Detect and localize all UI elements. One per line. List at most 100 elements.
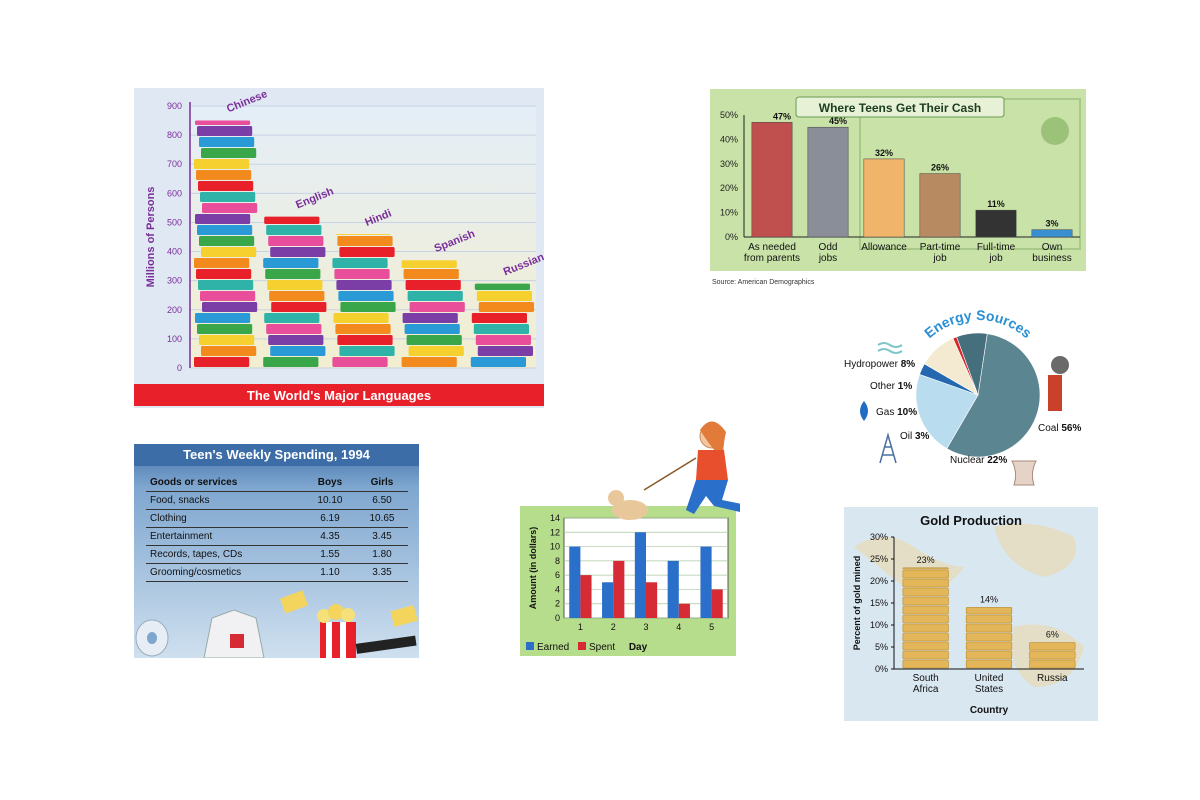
comb-icon bbox=[355, 635, 417, 654]
bar bbox=[711, 589, 723, 618]
table-cell: 3.35 bbox=[355, 563, 408, 582]
shirt-icon bbox=[203, 609, 265, 658]
weekly-spending-panel: Teen's Weekly Spending, 1994 Goods or se… bbox=[134, 444, 419, 658]
x-tick-label: States bbox=[975, 684, 1003, 695]
languages-chart: 0 100 200 300 400 500 600 700 800 900 Millions of … bbox=[134, 88, 544, 408]
y-tick-label: 10% bbox=[720, 208, 738, 218]
y-axis-label: Amount (in dollars) bbox=[528, 527, 538, 610]
pie-slice bbox=[946, 333, 1041, 458]
bar bbox=[194, 120, 258, 367]
bar bbox=[602, 582, 614, 618]
bar bbox=[263, 216, 327, 367]
weekly-spending-title: Teen's Weekly Spending, 1994 bbox=[183, 447, 370, 462]
x-tick-label: job bbox=[932, 253, 947, 264]
x-tick-label: job bbox=[988, 253, 1003, 264]
data-label: 6% bbox=[1046, 630, 1059, 640]
bar bbox=[667, 560, 679, 618]
y-tick-label: 30% bbox=[720, 159, 738, 169]
data-label: 3% bbox=[1045, 219, 1058, 229]
chart-title: Where Teens Get Their Cash bbox=[819, 101, 982, 115]
x-tick-label: jobs bbox=[818, 253, 837, 264]
table-cell: 6.50 bbox=[355, 491, 408, 510]
languages-chart-svg: 0 100 200 300 400 500 600 700 800 900 Millions of … bbox=[134, 88, 544, 408]
earned-spent-chart: 0 2 4 6 8 10 12 14 Amount (in dollars) 1 2 3 4 5 Day Ea… bbox=[520, 414, 740, 658]
y-tick-label: 2 bbox=[555, 599, 560, 609]
x-tick-label: Part-time bbox=[920, 242, 961, 253]
pie-slice bbox=[956, 332, 988, 396]
x-tick-label: business bbox=[1032, 253, 1071, 264]
x-tick-label: South bbox=[913, 673, 939, 684]
bar bbox=[807, 126, 849, 238]
bar bbox=[613, 560, 625, 618]
x-axis-label: Day bbox=[629, 642, 648, 653]
slice-label: Nuclear 22% bbox=[950, 455, 1007, 466]
slice-label: Oil 3% bbox=[900, 431, 930, 442]
table-cell: 1.55 bbox=[303, 545, 356, 564]
legend-swatch bbox=[526, 642, 534, 650]
table-cell: Food, snacks bbox=[146, 491, 304, 510]
x-tick-label: Own bbox=[1042, 242, 1063, 253]
table-cell: 10.10 bbox=[303, 491, 356, 510]
y-tick-label: 10% bbox=[870, 620, 888, 630]
y-tick-label: 14 bbox=[550, 513, 560, 523]
y-tick-label: 25% bbox=[870, 554, 888, 564]
table-header-row: Goods or services Boys Girls bbox=[146, 474, 408, 492]
chart-title: Gold Production bbox=[920, 513, 1022, 528]
gold-production-chart: Gold Production 0% 5% 10% 15% 20% 25% 30% Percen… bbox=[844, 507, 1098, 721]
energy-sources-chart-svg: Coal 56% Nuclear 22% Oil 3% Gas 10% Other 1%… bbox=[844, 307, 1081, 486]
cooling-tower-icon bbox=[1011, 460, 1037, 486]
oil-derrick-icon bbox=[879, 432, 897, 464]
y-tick-label: 6 bbox=[555, 570, 560, 580]
table-cell: Records, tapes, CDs bbox=[146, 545, 304, 564]
energy-sources-chart: Coal 56% Nuclear 22% Oil 3% Gas 10% Other 1%… bbox=[838, 303, 1098, 493]
column-header: Goods or services bbox=[146, 474, 304, 492]
y-tick-label: 300 bbox=[167, 276, 182, 286]
smokestack-icon bbox=[1048, 375, 1062, 411]
table-cell: 4.35 bbox=[303, 527, 356, 546]
teens-cash-chart-svg: Where Teens Get Their Cash 0% 10% 20% 30% 40%… bbox=[710, 89, 1086, 286]
x-tick-label: Africa bbox=[913, 684, 939, 695]
bar bbox=[470, 283, 534, 367]
x-tick-label: from parents bbox=[744, 253, 800, 264]
y-tick-label: 8 bbox=[555, 556, 560, 566]
x-tick-label: As needed bbox=[748, 242, 796, 253]
smoke-icon bbox=[1051, 356, 1069, 374]
y-tick-label: 200 bbox=[167, 305, 182, 315]
x-axis-label: Country bbox=[970, 705, 1009, 716]
map-landmass bbox=[994, 523, 1076, 577]
pie-slice bbox=[915, 374, 979, 449]
slice-label: Coal 56% bbox=[1038, 423, 1081, 434]
y-tick-label: 5% bbox=[875, 642, 888, 652]
bar bbox=[975, 209, 1017, 238]
y-tick-label: 0 bbox=[555, 613, 560, 623]
bar bbox=[863, 158, 905, 238]
dollar-seal bbox=[1041, 117, 1069, 145]
y-tick-label: 400 bbox=[167, 247, 182, 257]
table-cell: Grooming/cosmetics bbox=[146, 563, 304, 582]
y-tick-label: 0 bbox=[177, 363, 182, 373]
data-label: 47% bbox=[773, 111, 791, 121]
y-tick-label: 20% bbox=[720, 183, 738, 193]
popcorn-icon bbox=[317, 604, 356, 658]
slice-label: Gas 10% bbox=[876, 407, 917, 418]
bar bbox=[580, 575, 592, 618]
slice-label: Other 1% bbox=[870, 381, 912, 392]
table-row: Entertainment 4.35 3.45 bbox=[146, 527, 408, 546]
x-tick-label: Russia bbox=[1037, 673, 1068, 684]
x-tick-label: United bbox=[975, 673, 1004, 684]
title-box bbox=[795, 96, 1005, 118]
x-tick-label: Allowance bbox=[861, 242, 907, 253]
data-label: 23% bbox=[917, 555, 935, 565]
x-tick-label: 1 bbox=[578, 622, 583, 632]
table-row: Records, tapes, CDs 1.55 1.80 bbox=[146, 545, 408, 564]
data-label: 32% bbox=[875, 148, 893, 158]
bar bbox=[1029, 642, 1076, 669]
teens-cash-chart: Where Teens Get Their Cash 0% 10% 20% 30% 40%… bbox=[710, 89, 1086, 289]
bar bbox=[965, 607, 1013, 669]
y-tick-label: 30% bbox=[870, 532, 888, 542]
table-cell: 6.19 bbox=[303, 509, 356, 528]
table-row: Clothing 6.19 10.65 bbox=[146, 509, 408, 528]
bar bbox=[569, 546, 581, 618]
y-tick-label: 800 bbox=[167, 130, 182, 140]
